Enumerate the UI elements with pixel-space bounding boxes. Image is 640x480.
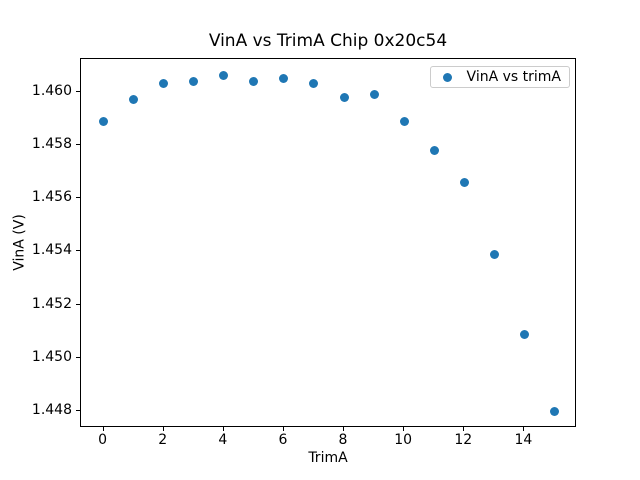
x-tick-mark [343, 427, 345, 431]
y-tick-label: 1.448 [31, 402, 72, 419]
x-tick-mark [463, 427, 465, 431]
y-tick-label: 1.460 [31, 82, 72, 99]
scatter-point [249, 76, 259, 86]
scatter-point [339, 92, 349, 102]
x-tick-mark [403, 427, 405, 431]
x-tick-label: 12 [454, 432, 473, 448]
scatter-point [99, 116, 109, 126]
x-tick-label: 2 [158, 432, 168, 448]
x-tick-mark [222, 427, 224, 431]
legend: VinA vs trimA [429, 66, 570, 88]
chart-title: VinA vs TrimA Chip 0x20c54 [208, 31, 448, 51]
scatter-point [219, 71, 229, 81]
y-tick-mark [76, 303, 80, 305]
scatter-point [129, 95, 139, 105]
plot-area: VinA vs trimA [80, 58, 576, 427]
legend-label: VinA vs trimA [466, 68, 561, 85]
x-tick-mark [162, 427, 164, 431]
y-tick-mark [76, 250, 80, 252]
scatter-point [519, 329, 529, 339]
x-axis-label: TrimA [308, 450, 348, 466]
x-tick-label: 10 [394, 432, 413, 448]
y-tick-label: 1.450 [31, 348, 72, 365]
x-tick-mark [523, 427, 525, 431]
scatter-point [369, 89, 379, 99]
legend-dot-marker-icon [442, 72, 452, 82]
x-tick-label: 4 [218, 432, 228, 448]
y-tick-label: 1.454 [31, 242, 72, 259]
y-tick-label: 1.456 [31, 189, 72, 206]
scatter-point [189, 76, 199, 86]
y-tick-label: 1.452 [31, 295, 72, 312]
x-tick-label: 0 [98, 432, 107, 448]
scatter-point [399, 116, 409, 126]
x-tick-label: 8 [338, 432, 348, 448]
scatter-point [309, 79, 319, 89]
y-tick-mark [76, 143, 80, 145]
y-axis-label: VinA (V) [11, 214, 28, 271]
x-tick-label: 14 [514, 432, 533, 448]
scatter-point [489, 249, 499, 259]
x-tick-mark [282, 427, 284, 431]
y-tick-label: 1.458 [31, 135, 72, 152]
y-tick-mark [76, 197, 80, 199]
y-tick-mark [76, 90, 80, 92]
scatter-point [429, 145, 439, 155]
scatter-point [159, 79, 169, 89]
x-tick-label: 6 [278, 432, 288, 448]
scatter-point [549, 406, 559, 416]
y-tick-mark [76, 410, 80, 412]
x-tick-mark [102, 427, 104, 431]
scatter-point [279, 73, 289, 83]
scatter-point [459, 177, 469, 187]
y-tick-mark [76, 356, 80, 358]
